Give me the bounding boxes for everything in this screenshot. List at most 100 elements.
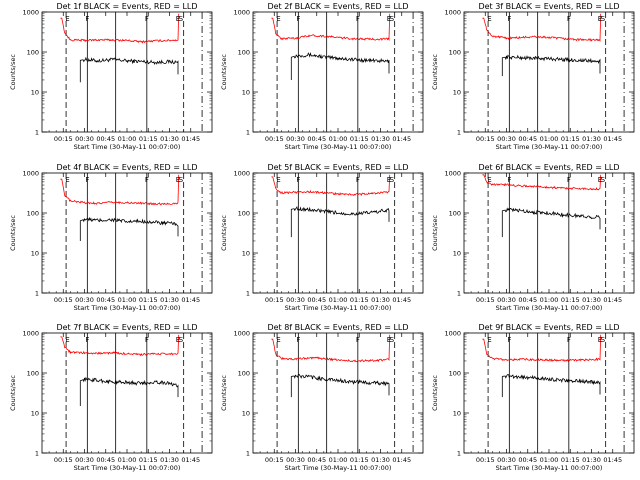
y-tick-label: 10 <box>31 250 39 258</box>
series-lld-line <box>271 13 391 42</box>
x-tick-label: 00:15 <box>265 296 284 304</box>
x-tick-label: 00:30 <box>75 135 94 143</box>
y-axis-label: Counts/sec <box>431 54 439 90</box>
event-marker-label: E <box>65 336 69 344</box>
x-tick-label: 01:15 <box>139 456 158 464</box>
event-marker-label: S <box>390 176 395 184</box>
event-marker-label: F <box>507 336 511 344</box>
x-tick-label: 01:00 <box>540 296 559 304</box>
y-tick-label: 10 <box>453 250 461 258</box>
plot-frame <box>463 332 635 454</box>
x-tick-label: 01:30 <box>582 135 601 143</box>
plot-frame <box>252 11 424 133</box>
y-tick-label: 100 <box>238 370 250 378</box>
series-events-line <box>501 54 601 77</box>
x-tick-label: 00:45 <box>96 456 115 464</box>
event-marker-label: F <box>145 176 149 184</box>
y-tick-label: 1000 <box>22 170 39 178</box>
x-tick-label: 01:00 <box>118 135 137 143</box>
plot-frame <box>41 11 213 133</box>
panel-det-3: Det 3f BLACK = Events, RED = LLD 1 10 100 10… <box>431 2 635 151</box>
x-tick-label: 01:15 <box>350 296 369 304</box>
x-tick-label: 01:15 <box>561 296 580 304</box>
x-tick-label: 01:30 <box>371 135 390 143</box>
x-tick-label: 00:15 <box>54 456 73 464</box>
plot-frame <box>41 172 213 294</box>
y-tick-label: 10 <box>242 89 250 97</box>
event-marker-label: E <box>487 336 491 344</box>
x-tick-label: 01:00 <box>329 456 348 464</box>
x-tick-label: 01:00 <box>118 296 137 304</box>
x-tick-label: 01:45 <box>392 135 411 143</box>
plot-frame <box>463 11 635 133</box>
y-tick-label: 1 <box>35 129 39 137</box>
x-tick-label: 01:30 <box>371 296 390 304</box>
x-tick-label: 00:30 <box>497 135 516 143</box>
y-tick-label: 100 <box>27 49 39 57</box>
y-tick-label: 1000 <box>22 9 39 17</box>
event-marker-label: F <box>507 176 511 184</box>
event-marker-label: S <box>601 336 606 344</box>
series-events-line <box>501 374 601 398</box>
x-tick-label: 01:15 <box>561 135 580 143</box>
plot-frame <box>41 332 213 454</box>
panel-det-6: Det 6f BLACK = Events, RED = LLD 1 10 100 10… <box>431 163 635 312</box>
y-tick-label: 10 <box>242 410 250 418</box>
panel-det-9: Det 9f BLACK = Events, RED = LLD 1 10 100 10… <box>431 323 635 472</box>
event-marker-label: S <box>601 176 606 184</box>
x-tick-label: 01:30 <box>160 135 179 143</box>
y-axis-label: Counts/sec <box>9 375 17 411</box>
panel-title: Det 3f BLACK = Events, RED = LLD <box>478 2 619 11</box>
event-marker-label: F <box>356 336 360 344</box>
x-tick-label: 00:45 <box>518 296 537 304</box>
x-tick-label: 00:15 <box>54 296 73 304</box>
event-marker-label: F <box>567 15 571 23</box>
x-tick-label: 00:30 <box>75 296 94 304</box>
event-marker-label: S <box>390 336 395 344</box>
x-tick-label: 00:15 <box>54 135 73 143</box>
y-tick-label: 1 <box>246 129 250 137</box>
series-lld-line <box>271 334 391 363</box>
x-tick-label: 01:00 <box>329 296 348 304</box>
event-marker-label: F <box>507 15 511 23</box>
x-axis-label: Start Time (30-May-11 00:07:00) <box>496 464 603 472</box>
event-marker-label: E <box>487 176 491 184</box>
y-tick-label: 1000 <box>233 330 250 338</box>
y-tick-label: 1000 <box>444 330 461 338</box>
panel-title: Det 8f BLACK = Events, RED = LLD <box>267 323 408 332</box>
series-lld-line <box>482 174 602 191</box>
y-tick-label: 100 <box>449 49 461 57</box>
x-tick-label: 01:45 <box>181 135 200 143</box>
panel-title: Det 6f BLACK = Events, RED = LLD <box>478 163 619 172</box>
x-tick-label: 01:45 <box>603 135 622 143</box>
y-axis-label: Counts/sec <box>220 54 228 90</box>
y-tick-label: 1000 <box>444 9 461 17</box>
x-axis-label: Start Time (30-May-11 00:07:00) <box>285 304 392 312</box>
x-tick-label: 01:15 <box>139 296 158 304</box>
x-tick-label: 01:30 <box>582 296 601 304</box>
event-marker-label: E <box>598 336 602 344</box>
y-tick-label: 1000 <box>444 170 461 178</box>
panel-title: Det 1f BLACK = Events, RED = LLD <box>56 2 197 11</box>
x-tick-label: 01:00 <box>118 456 137 464</box>
plot-frame <box>463 172 635 294</box>
x-tick-label: 00:15 <box>476 296 495 304</box>
y-tick-label: 100 <box>449 370 461 378</box>
event-marker-label: E <box>65 15 69 23</box>
y-axis-label: Counts/sec <box>431 375 439 411</box>
panel-title: Det 2f BLACK = Events, RED = LLD <box>267 2 408 11</box>
event-marker-label: E <box>176 176 180 184</box>
event-marker-label: E <box>598 15 602 23</box>
x-tick-label: 01:30 <box>582 456 601 464</box>
event-marker-label: E <box>387 15 391 23</box>
y-tick-label: 1000 <box>22 330 39 338</box>
event-marker-label: S <box>179 176 184 184</box>
y-tick-label: 1 <box>35 290 39 298</box>
y-tick-label: 1000 <box>233 170 250 178</box>
y-axis-label: Counts/sec <box>9 54 17 90</box>
x-tick-label: 01:45 <box>603 296 622 304</box>
series-events-line <box>290 205 390 238</box>
event-marker-label: F <box>296 15 300 23</box>
x-tick-label: 01:45 <box>392 296 411 304</box>
y-axis-label: Counts/sec <box>431 215 439 251</box>
